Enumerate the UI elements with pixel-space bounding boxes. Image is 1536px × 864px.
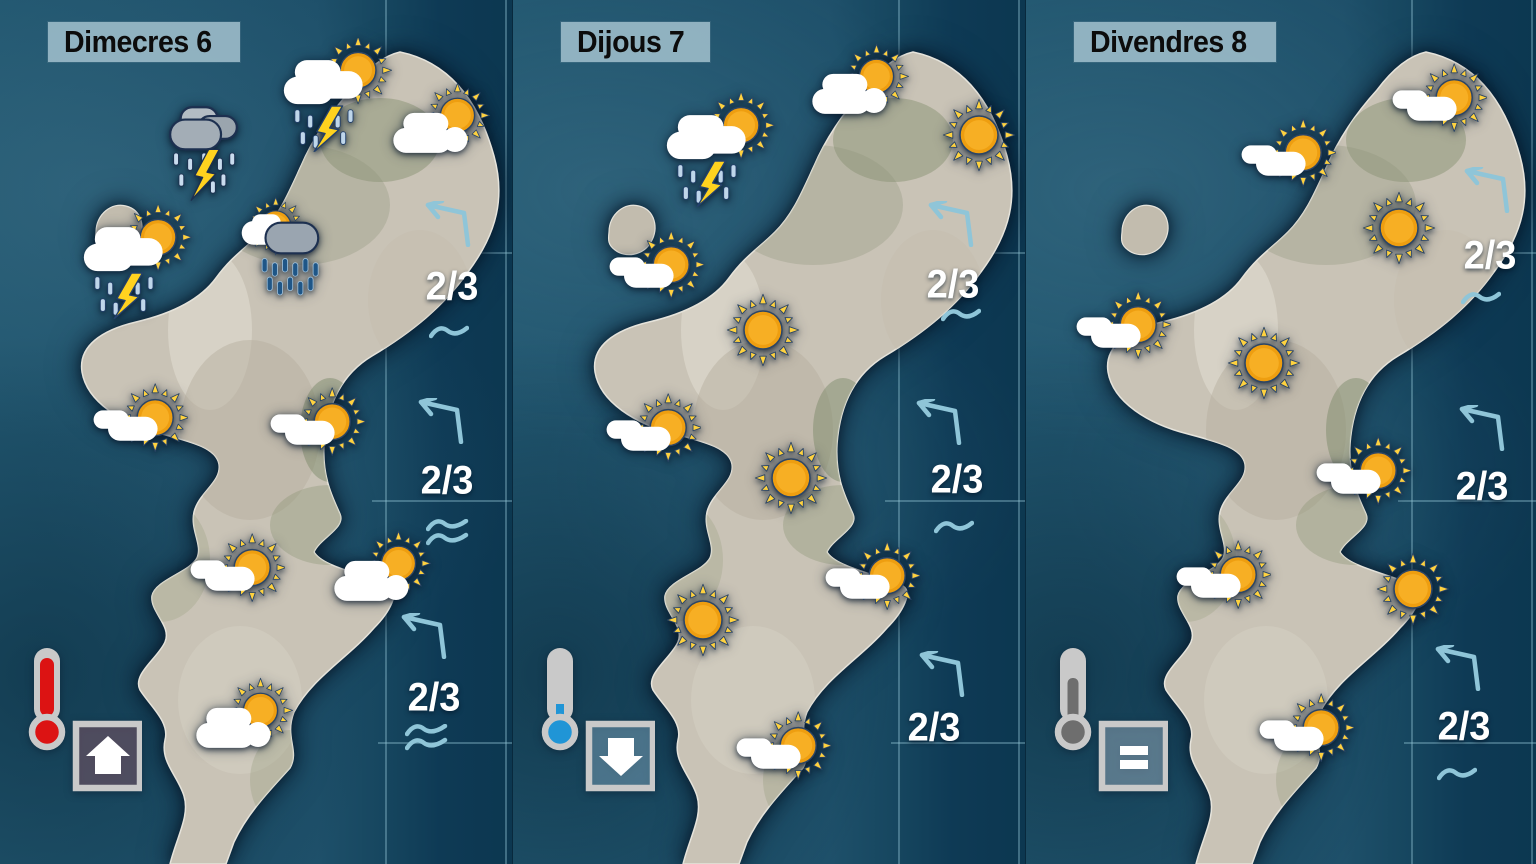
panel-day-2: 2/3 2/3 2/3 Dijous 7 (512, 0, 1025, 864)
equals-icon (1120, 746, 1148, 769)
graticule-line (1404, 742, 1536, 744)
day-title: Dijous 7 (561, 22, 710, 62)
day-title-label: Divendres 8 (1090, 24, 1247, 59)
panel-day-1: 2/3 2/3 2/3 Dimecres 6 (0, 0, 512, 864)
graticule-line (891, 742, 1025, 744)
temperature-trend-indicator (541, 648, 655, 792)
day-title: Divendres 8 (1074, 22, 1277, 62)
graticule-line (1531, 0, 1533, 864)
exclave-blob (607, 204, 656, 256)
day-title: Dimecres 6 (48, 22, 241, 62)
graticule-line (505, 0, 507, 864)
graticule-line (1411, 0, 1413, 864)
graticule-line (385, 0, 387, 864)
thermometer-stem (547, 648, 573, 722)
day-title-label: Dijous 7 (577, 24, 685, 59)
thermometer-bulb (28, 713, 66, 751)
graticule-line (885, 500, 1025, 502)
panel-day-3: 2/3 2/3 2/3 Divendres 8 (1025, 0, 1536, 864)
trend-box (1098, 720, 1168, 792)
graticule-line (1018, 0, 1020, 864)
temperature-trend-indicator (28, 648, 142, 792)
graticule-line (898, 0, 900, 864)
arrow-up-icon (86, 736, 130, 774)
arrow-down-icon (599, 738, 643, 776)
graticule-line (372, 500, 512, 502)
day-title-label: Dimecres 6 (64, 24, 212, 59)
temperature-trend-indicator (1054, 648, 1168, 792)
graticule-line (1398, 500, 1536, 502)
exclave-blob (1120, 204, 1169, 256)
exclave-blob (94, 204, 143, 256)
thermometer-bulb (541, 713, 579, 751)
thermometer-bulb (1054, 713, 1092, 751)
